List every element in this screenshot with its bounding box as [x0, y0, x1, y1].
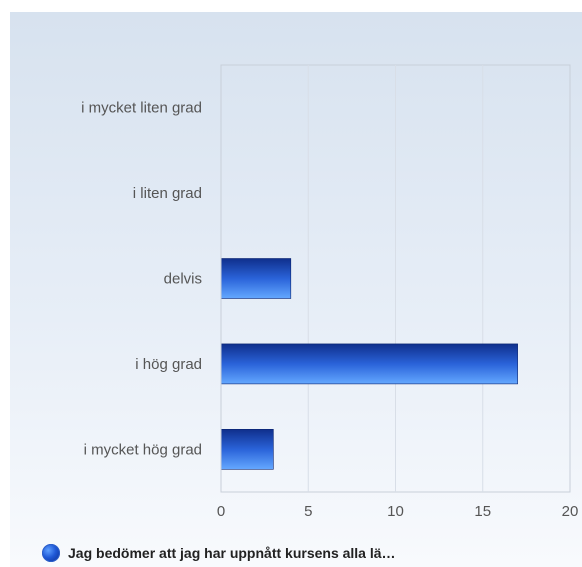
y-category-label: i liten grad — [133, 185, 202, 202]
x-tick-label: 15 — [474, 503, 491, 520]
legend-swatch — [42, 544, 60, 562]
legend-label: Jag bedömer att jag har uppnått kursens … — [68, 545, 396, 561]
y-category-label: i hög grad — [135, 356, 202, 373]
y-category-label: i mycket hög grad — [84, 441, 202, 458]
y-category-label: i mycket liten grad — [81, 100, 202, 117]
x-tick-label: 5 — [304, 503, 312, 520]
chart-container: 0 5 10 15 20 i mycket liten grad i liten grad d… — [10, 12, 582, 567]
bar — [220, 428, 274, 470]
x-tick-label: 10 — [387, 503, 404, 520]
x-tick-label: 20 — [562, 503, 579, 520]
legend: Jag bedömer att jag har uppnått kursens … — [42, 544, 396, 562]
y-category-label: delvis — [164, 271, 202, 288]
x-tick-label: 0 — [217, 503, 225, 520]
bar — [220, 258, 292, 299]
bar — [220, 343, 518, 385]
bar-chart: 0 5 10 15 20 i mycket liten grad i liten grad d… — [81, 64, 579, 520]
